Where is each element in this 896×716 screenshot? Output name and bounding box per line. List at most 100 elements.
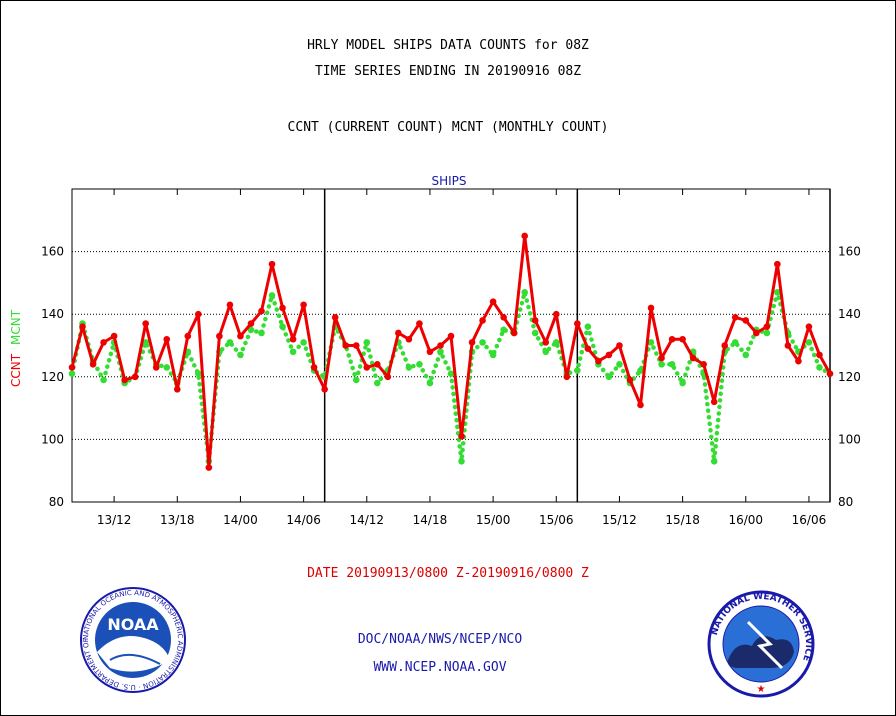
data-point-mcnt — [100, 376, 107, 384]
data-point-mcnt — [363, 339, 371, 346]
nws-star-icon: ★ — [757, 684, 766, 695]
x-tick-label: 14/06 — [286, 513, 321, 527]
data-point-mcnt — [247, 326, 255, 334]
data-point-ccnt — [763, 323, 771, 331]
data-point-ccnt — [605, 351, 613, 359]
data-point-ccnt — [479, 317, 486, 324]
data-point-ccnt — [163, 335, 171, 343]
x-tick-label: 14/18 — [413, 513, 448, 527]
data-point-mcnt — [426, 379, 434, 387]
data-point-ccnt — [489, 298, 497, 305]
data-point-ccnt — [279, 304, 286, 312]
data-point-mcnt — [531, 329, 539, 337]
data-point-mcnt — [542, 348, 550, 356]
data-point-mcnt — [805, 339, 813, 346]
data-point-ccnt — [531, 317, 539, 324]
data-point-ccnt — [405, 335, 413, 343]
data-point-ccnt — [374, 360, 381, 368]
data-point-ccnt — [574, 320, 581, 327]
data-point-ccnt — [447, 332, 455, 340]
data-point-ccnt — [521, 232, 528, 240]
data-point-ccnt — [310, 364, 318, 371]
data-point-ccnt — [205, 464, 213, 471]
data-point-ccnt — [121, 376, 128, 384]
y-tick-label-left: 140 — [41, 307, 64, 321]
data-point-mcnt — [658, 360, 665, 368]
nws-logo: NATIONAL WEATHER SERVICE ★ — [707, 590, 815, 698]
noaa-logo: NOAA NATIONAL OCEANIC AND ATMOSPHERIC AD… — [0, 0, 186, 693]
data-point-ccnt — [584, 345, 592, 352]
url-text: WWW.NCEP.NOAA.GOV — [373, 660, 507, 675]
data-point-ccnt — [342, 342, 350, 349]
y-tick-label-left: 120 — [41, 370, 64, 384]
y-tick-label-right: 80 — [838, 495, 853, 509]
date-range: DATE 20190913/0800 Z-20190916/0800 Z — [307, 566, 589, 581]
data-point-ccnt — [700, 360, 707, 368]
data-point-ccnt — [68, 364, 76, 371]
data-point-ccnt — [552, 310, 560, 318]
data-point-ccnt — [100, 339, 107, 346]
y-tick-label-right: 120 — [838, 370, 861, 384]
data-point-ccnt — [816, 351, 823, 359]
data-point-mcnt — [405, 364, 413, 371]
data-point-ccnt — [268, 260, 276, 268]
data-point-ccnt — [784, 342, 792, 349]
data-point-ccnt — [131, 373, 139, 381]
data-point-mcnt — [68, 370, 76, 377]
data-point-ccnt — [416, 320, 423, 327]
data-point-mcnt — [605, 373, 613, 381]
data-point-mcnt — [710, 458, 718, 465]
data-point-mcnt — [731, 339, 739, 346]
data-point-mcnt — [679, 379, 686, 387]
data-point-ccnt — [595, 357, 602, 365]
data-point-ccnt — [795, 357, 802, 365]
data-point-mcnt — [521, 288, 528, 296]
data-point-ccnt — [247, 320, 255, 327]
data-point-mcnt — [774, 288, 781, 296]
x-tick-label: 15/00 — [476, 513, 511, 527]
data-point-ccnt — [195, 310, 202, 318]
y-tick-label-right: 140 — [838, 307, 861, 321]
x-tick-label: 16/06 — [792, 513, 827, 527]
data-point-mcnt — [437, 348, 444, 356]
y-tick-label-right: 160 — [838, 245, 861, 259]
data-point-mcnt — [416, 360, 423, 368]
x-tick-label: 15/06 — [539, 513, 574, 527]
data-point-ccnt — [458, 432, 465, 440]
data-point-ccnt — [753, 329, 760, 337]
data-point-mcnt — [742, 351, 750, 359]
data-point-ccnt — [510, 329, 518, 337]
data-point-mcnt — [479, 339, 486, 346]
org-text: DOC/NOAA/NWS/NCEP/NCO — [357, 632, 523, 647]
y-axis-label-mcnt: MCNT — [9, 309, 23, 345]
data-point-ccnt — [805, 323, 813, 331]
data-point-ccnt — [426, 348, 434, 356]
data-point-mcnt — [226, 339, 234, 346]
data-point-ccnt — [352, 342, 360, 349]
chart-title: SHIPS — [431, 174, 466, 188]
data-point-ccnt — [731, 314, 739, 321]
data-point-mcnt — [447, 370, 455, 377]
title-line-2: TIME SERIES ENDING IN 20190916 08Z — [314, 64, 582, 79]
data-point-ccnt — [437, 342, 444, 349]
data-point-ccnt — [826, 370, 834, 377]
data-point-ccnt — [321, 386, 328, 393]
data-point-mcnt — [352, 376, 360, 384]
x-tick-label: 14/12 — [349, 513, 384, 527]
data-point-mcnt — [237, 351, 244, 359]
data-point-mcnt — [458, 458, 465, 465]
y-tick-label-right: 100 — [838, 432, 861, 446]
subtitle: CCNT (CURRENT COUNT) MCNT (MONTHLY COUNT… — [287, 120, 609, 135]
data-point-ccnt — [363, 364, 371, 371]
data-point-ccnt — [384, 373, 392, 381]
data-point-ccnt — [258, 307, 265, 315]
data-point-ccnt — [237, 332, 244, 340]
data-point-mcnt — [816, 364, 823, 371]
data-point-ccnt — [658, 354, 665, 362]
data-point-mcnt — [163, 364, 171, 371]
data-point-mcnt — [616, 360, 623, 368]
data-point-ccnt — [142, 320, 149, 327]
data-point-mcnt — [374, 379, 381, 387]
data-point-ccnt — [226, 301, 234, 309]
